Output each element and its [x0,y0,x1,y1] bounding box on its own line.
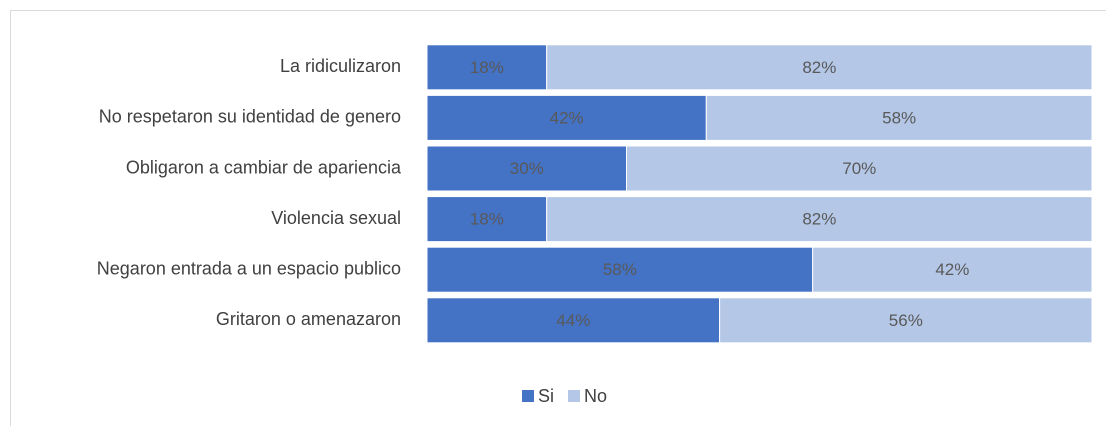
data-label: 82% [802,58,836,77]
bar-segment [426,94,707,141]
bar-segment [626,145,1093,192]
bar-segment [812,246,1093,293]
y-tick-label: La ridiculizaron [280,56,401,76]
data-label: 42% [550,108,584,127]
data-label: 44% [556,311,590,330]
data-label: 18% [470,210,504,229]
data-label: 58% [603,260,637,279]
legend-label: No [584,386,607,406]
bar-segment [426,44,548,91]
bar-segment [546,196,1093,243]
bar-segment [705,94,1093,141]
y-tick-label: Violencia sexual [271,208,401,228]
bar-segment [546,44,1093,91]
bar-segment [719,297,1093,344]
legend-swatch [522,390,534,402]
data-label: 18% [470,58,504,77]
legend-label: Si [538,386,554,406]
y-tick-label: Gritaron o amenazaron [216,309,401,329]
y-tick-label: No respetaron su identidad de genero [99,107,401,127]
data-label: 58% [882,108,916,127]
data-label: 82% [802,210,836,229]
data-label: 70% [842,159,876,178]
data-label: 30% [510,159,544,178]
data-label: 56% [889,311,923,330]
bar-segment [426,196,548,243]
data-label: 42% [935,260,969,279]
y-tick-label: Obligaron a cambiar de apariencia [126,157,402,177]
legend-swatch [568,390,581,402]
bar-segment [426,246,814,293]
y-tick-label: Negaron entrada a un espacio publico [97,258,401,278]
